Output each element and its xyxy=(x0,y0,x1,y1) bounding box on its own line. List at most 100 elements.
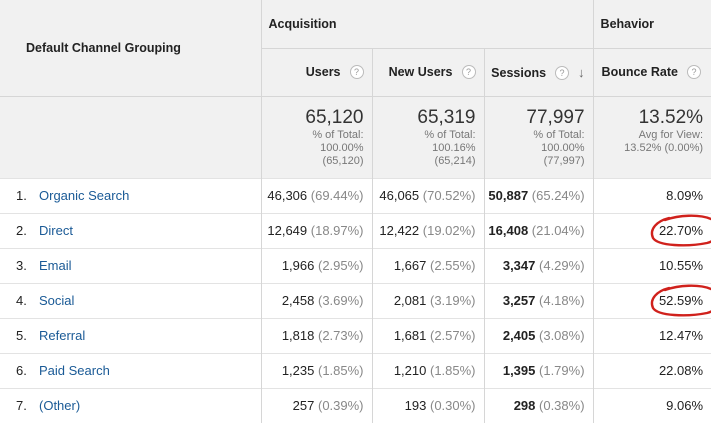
help-icon[interactable]: ? xyxy=(555,65,570,80)
sessions-value: 50,887 xyxy=(488,188,529,203)
row-index: 5. xyxy=(0,317,31,353)
total-caption: Avg for View: xyxy=(638,128,704,141)
total-percent: 100.16% xyxy=(432,141,476,154)
channel-link[interactable]: Organic Search xyxy=(39,188,130,203)
bounce-rate-wrap: 9.06% xyxy=(666,398,703,413)
bounce-rate-value: 10.55% xyxy=(658,258,704,273)
channel-cell: Direct xyxy=(31,212,262,248)
new-users-value: 1,681 xyxy=(393,328,427,343)
sessions-cell: 16,408 (21.04%) xyxy=(484,212,594,248)
sessions-value: 298 xyxy=(513,398,536,414)
bounce-rate-cell: 10.55% xyxy=(593,247,711,283)
col-bounce-rate-label: Bounce Rate xyxy=(601,65,678,79)
group-acquisition: Acquisition xyxy=(261,0,594,48)
col-sessions-header[interactable]: Sessions? ↓ xyxy=(484,47,594,97)
users-percent: (3.69%) xyxy=(317,293,364,308)
users-cell: 257 (0.39%) xyxy=(261,387,373,423)
total-value: 13.52% xyxy=(638,106,704,128)
users-value: 12,649 xyxy=(267,223,308,238)
group-acquisition-label: Acquisition xyxy=(268,16,337,31)
table-row[interactable]: 7. (Other) 257 (0.39%) 193 (0.30%) 298 (0.38… xyxy=(0,387,711,423)
new-users-value: 1,667 xyxy=(393,258,427,273)
table-row[interactable]: 3. Email 1,966 (2.95%) 1,667 (2.55%) 3,347 (… xyxy=(0,247,711,283)
table-row[interactable]: 4. Social 2,458 (3.69%) 2,081 (3.19%) 3,257 … xyxy=(0,282,711,318)
row-index: 3. xyxy=(0,247,31,283)
dimension-header-label: Default Channel Grouping xyxy=(26,40,181,55)
total-sessions: 77,997 % of Total: 100.00% (77,997) xyxy=(484,96,594,178)
new-users-cell: 193 (0.30%) xyxy=(372,387,485,423)
bounce-rate-value: 22.08% xyxy=(658,363,704,378)
sessions-percent: (3.08%) xyxy=(539,328,585,343)
new-users-value: 1,210 xyxy=(393,363,427,378)
users-percent: (0.39%) xyxy=(317,398,364,414)
bounce-rate-wrap: 8.09% xyxy=(666,188,703,203)
help-icon[interactable]: ? xyxy=(461,65,476,79)
col-sessions-label: Sessions xyxy=(491,65,547,80)
total-base: (65,120) xyxy=(322,154,364,167)
users-cell: 1,966 (2.95%) xyxy=(261,247,373,283)
new-users-percent: (0.30%) xyxy=(429,398,476,414)
users-percent: (2.73%) xyxy=(317,328,364,343)
channel-link[interactable]: Paid Search xyxy=(39,363,110,378)
col-users-label: Users xyxy=(305,65,341,79)
total-value: 65,319 xyxy=(417,106,476,128)
new-users-percent: (19.02%) xyxy=(422,223,476,238)
sessions-value: 16,408 xyxy=(488,223,529,238)
sessions-percent: (21.04%) xyxy=(531,223,585,238)
help-icon[interactable]: ? xyxy=(349,65,364,79)
channel-cell: (Other) xyxy=(31,387,262,423)
new-users-percent: (3.19%) xyxy=(429,293,476,308)
col-new-users-header[interactable]: New Users? xyxy=(372,47,485,97)
channel-cell: Social xyxy=(31,282,262,318)
new-users-percent: (70.52%) xyxy=(422,188,476,203)
users-cell: 12,649 (18.97%) xyxy=(261,212,373,248)
bounce-rate-cell: 52.59% xyxy=(593,282,711,318)
new-users-cell: 46,065 (70.52%) xyxy=(372,177,485,213)
bounce-rate-value: 9.06% xyxy=(666,398,704,414)
bounce-rate-cell: 22.70% xyxy=(593,212,711,248)
channel-link[interactable]: Social xyxy=(39,293,75,308)
group-behavior: Behavior xyxy=(593,0,711,48)
row-index: 1. xyxy=(0,177,31,213)
table-row[interactable]: 1. Organic Search 46,306 (69.44%) 46,065 (7… xyxy=(0,177,711,213)
new-users-percent: (2.55%) xyxy=(429,258,476,273)
table-row[interactable]: 5. Referral 1,818 (2.73%) 1,681 (2.57%) 2,40… xyxy=(0,317,711,353)
col-users-header[interactable]: Users? xyxy=(261,47,373,97)
table-row[interactable]: 6. Paid Search 1,235 (1.85%) 1,210 (1.85%) 1… xyxy=(0,352,711,388)
col-bounce-rate-header[interactable]: Bounce Rate? xyxy=(593,47,711,97)
users-cell: 2,458 (3.69%) xyxy=(261,282,373,318)
dimension-header[interactable]: Default Channel Grouping xyxy=(0,0,262,97)
total-percent: 13.52% (0.00%) xyxy=(624,141,704,154)
total-caption: % of Total: xyxy=(424,128,476,141)
total-value: 77,997 xyxy=(526,106,585,128)
bounce-rate-value: 22.70% xyxy=(658,223,704,238)
sessions-value: 3,347 xyxy=(502,258,536,273)
bounce-rate-cell: 8.09% xyxy=(593,177,711,213)
sessions-cell: 50,887 (65.24%) xyxy=(484,177,594,213)
new-users-percent: (1.85%) xyxy=(429,363,476,378)
users-percent: (69.44%) xyxy=(310,188,364,203)
total-value: 65,120 xyxy=(305,106,364,128)
channel-link[interactable]: (Other) xyxy=(39,398,81,414)
new-users-value: 2,081 xyxy=(393,293,427,308)
total-caption: % of Total: xyxy=(533,128,585,141)
row-index: 6. xyxy=(0,352,31,388)
channel-link[interactable]: Direct xyxy=(39,223,73,238)
bounce-rate-value: 52.59% xyxy=(658,293,704,308)
bounce-rate-cell: 12.47% xyxy=(593,317,711,353)
bounce-rate-value: 8.09% xyxy=(666,188,704,203)
sessions-percent: (4.29%) xyxy=(539,258,585,273)
users-cell: 46,306 (69.44%) xyxy=(261,177,373,213)
sort-descending-icon[interactable]: ↓ xyxy=(578,64,585,80)
new-users-cell: 1,681 (2.57%) xyxy=(372,317,485,353)
sessions-cell: 1,395 (1.79%) xyxy=(484,352,594,388)
table-row[interactable]: 2. Direct 12,649 (18.97%) 12,422 (19.02%) 16… xyxy=(0,212,711,248)
row-index: 7. xyxy=(0,387,31,423)
channel-link[interactable]: Referral xyxy=(39,328,86,343)
help-icon[interactable]: ? xyxy=(686,65,701,79)
channel-link[interactable]: Email xyxy=(39,258,72,273)
new-users-value: 193 xyxy=(404,398,427,414)
users-cell: 1,818 (2.73%) xyxy=(261,317,373,353)
channel-cell: Email xyxy=(31,247,262,283)
